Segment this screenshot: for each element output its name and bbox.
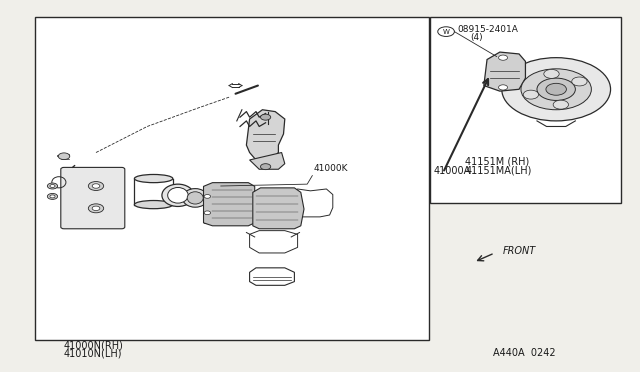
Circle shape <box>544 70 559 78</box>
Circle shape <box>92 184 100 188</box>
Polygon shape <box>250 153 285 169</box>
Ellipse shape <box>182 189 208 207</box>
FancyArrowPatch shape <box>72 166 75 167</box>
Circle shape <box>524 90 539 99</box>
Text: 41000N(RH): 41000N(RH) <box>64 340 124 350</box>
Ellipse shape <box>134 174 173 183</box>
Circle shape <box>537 78 575 100</box>
Text: 41151MA(LH): 41151MA(LH) <box>465 165 532 175</box>
Text: W: W <box>443 29 449 35</box>
Circle shape <box>553 100 568 109</box>
Text: FRONT: FRONT <box>502 246 536 256</box>
Circle shape <box>92 206 100 211</box>
Text: 41000K: 41000K <box>314 164 348 173</box>
Circle shape <box>499 85 508 90</box>
Circle shape <box>50 195 55 198</box>
Circle shape <box>546 83 566 95</box>
FancyBboxPatch shape <box>204 186 211 223</box>
FancyBboxPatch shape <box>61 167 125 229</box>
Polygon shape <box>204 183 255 226</box>
Circle shape <box>47 183 58 189</box>
Bar <box>35 17 429 340</box>
Circle shape <box>499 55 508 60</box>
Circle shape <box>521 69 591 110</box>
Ellipse shape <box>168 187 188 203</box>
Text: 41151M (RH): 41151M (RH) <box>465 157 529 167</box>
Polygon shape <box>246 110 285 162</box>
Circle shape <box>88 204 104 213</box>
Ellipse shape <box>134 201 173 209</box>
Bar <box>430 17 621 203</box>
Ellipse shape <box>162 184 194 206</box>
Polygon shape <box>484 52 525 91</box>
Ellipse shape <box>187 192 204 204</box>
Text: A440A  0242: A440A 0242 <box>493 348 556 357</box>
Text: 41010N(LH): 41010N(LH) <box>64 349 122 358</box>
Polygon shape <box>253 188 304 229</box>
Text: 41000A: 41000A <box>433 166 470 176</box>
Circle shape <box>47 193 58 199</box>
Text: (4): (4) <box>470 33 483 42</box>
Circle shape <box>502 58 611 121</box>
Circle shape <box>204 211 211 215</box>
Circle shape <box>260 164 271 170</box>
Circle shape <box>88 182 104 190</box>
Circle shape <box>50 185 55 187</box>
Circle shape <box>572 77 587 86</box>
Text: 08915-2401A: 08915-2401A <box>458 25 518 34</box>
Circle shape <box>58 153 70 160</box>
Circle shape <box>204 195 211 198</box>
Circle shape <box>260 114 271 120</box>
